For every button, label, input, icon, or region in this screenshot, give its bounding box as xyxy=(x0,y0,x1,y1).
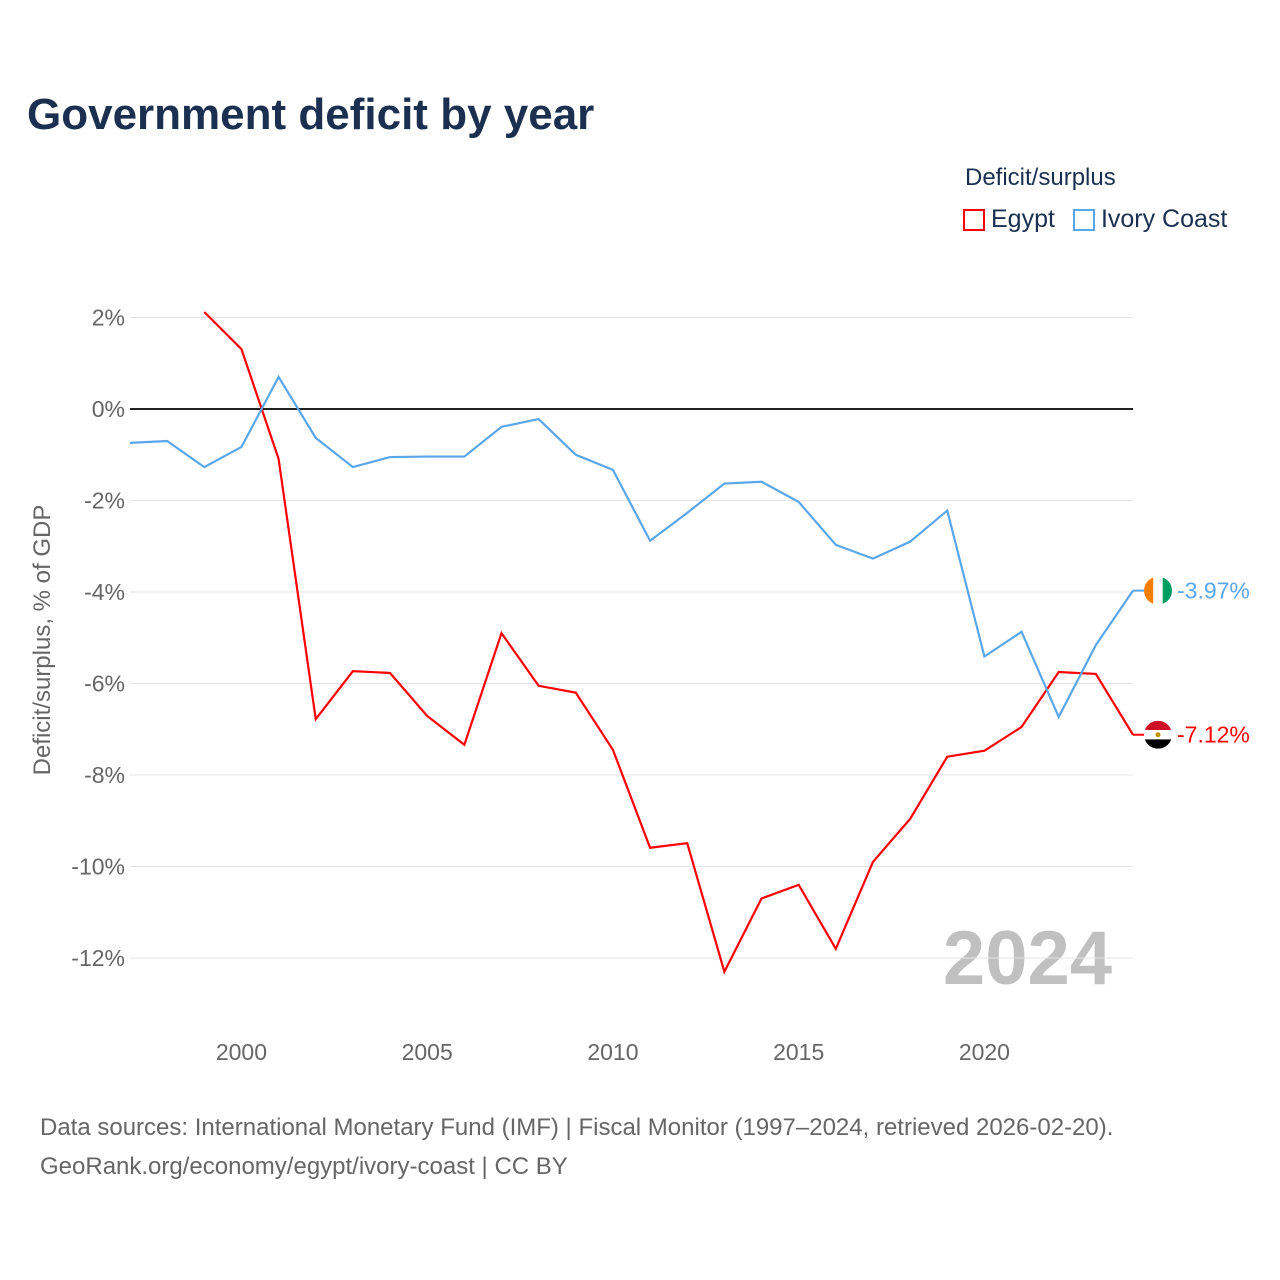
y-tick-label: -6% xyxy=(84,671,125,697)
x-tick-label: 2015 xyxy=(773,1039,824,1065)
flag-icon-ivory-coast xyxy=(1144,576,1172,605)
y-tick-label: -10% xyxy=(71,854,125,880)
source-line-1: Data sources: International Monetary Fun… xyxy=(40,1114,1114,1141)
source-note: Data sources: International Monetary Fun… xyxy=(40,1108,1113,1186)
flag-stripe xyxy=(1162,576,1172,605)
y-tick-label: -2% xyxy=(84,488,125,514)
series-line-egypt xyxy=(203,311,1134,975)
legend-item-egypt[interactable]: Egypt xyxy=(963,205,1055,234)
legend-item-ivory-coast[interactable]: Ivory Coast xyxy=(1072,205,1228,234)
y-tick-label: -12% xyxy=(71,945,125,971)
y-tick-label: 0% xyxy=(92,396,125,422)
flag-stripe xyxy=(1144,739,1172,749)
flag-stripe xyxy=(1144,576,1154,605)
legend-label: Egypt xyxy=(991,205,1055,233)
y-tick-label: -4% xyxy=(84,579,125,605)
flag-stripe xyxy=(1144,720,1172,731)
legend-swatch-ivory-coast xyxy=(1072,208,1095,231)
y-tick-label: -8% xyxy=(84,762,125,788)
flag-stripe xyxy=(1153,576,1163,605)
flag-emblem xyxy=(1155,732,1161,738)
x-tick-label: 2000 xyxy=(216,1039,267,1065)
x-tick-label: 2020 xyxy=(959,1039,1010,1065)
end-value-label-egypt: -7.12% xyxy=(1177,722,1250,748)
series-line-ivory-coast xyxy=(129,374,1134,720)
end-value-label-ivory-coast: -3.97% xyxy=(1177,578,1250,604)
y-tick-label: 2% xyxy=(92,305,125,331)
legend-title: Deficit/surplus xyxy=(965,164,1116,191)
y-axis-label: Deficit/surplus, % of GDP xyxy=(29,505,56,776)
page-title: Government deficit by year xyxy=(27,90,595,139)
legend-label: Ivory Coast xyxy=(1100,205,1228,233)
source-line-2[interactable]: GeoRank.org/economy/egypt/ivory-coast | … xyxy=(40,1153,568,1180)
x-tick-label: 2005 xyxy=(402,1039,453,1065)
legend: Egypt Ivory Coast xyxy=(963,205,1227,234)
legend-swatch-egypt xyxy=(963,208,985,231)
flag-icon-egypt xyxy=(1144,720,1172,749)
x-tick-label: 2010 xyxy=(587,1039,638,1065)
